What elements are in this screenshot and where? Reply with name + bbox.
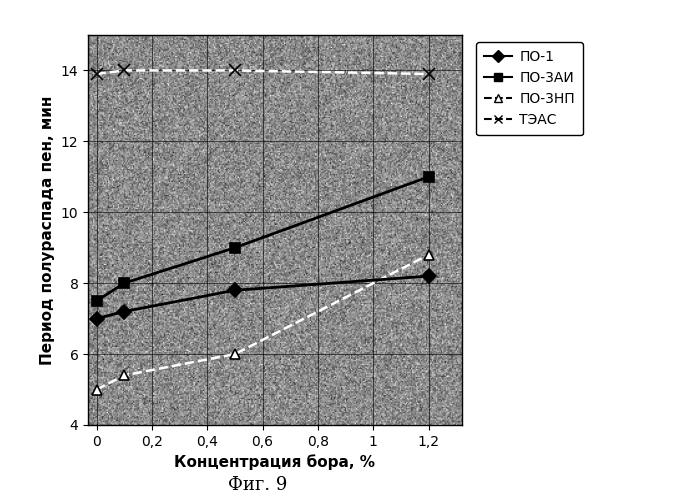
- Text: Фиг. 9: Фиг. 9: [228, 476, 288, 494]
- X-axis label: Концентрация бора, %: Концентрация бора, %: [175, 454, 375, 470]
- Legend: ПО-1, ПО-3АИ, ПО-3НП, ТЭАС: ПО-1, ПО-3АИ, ПО-3НП, ТЭАС: [476, 42, 583, 136]
- Y-axis label: Период полураспада пен, мин: Период полураспада пен, мин: [40, 96, 56, 364]
